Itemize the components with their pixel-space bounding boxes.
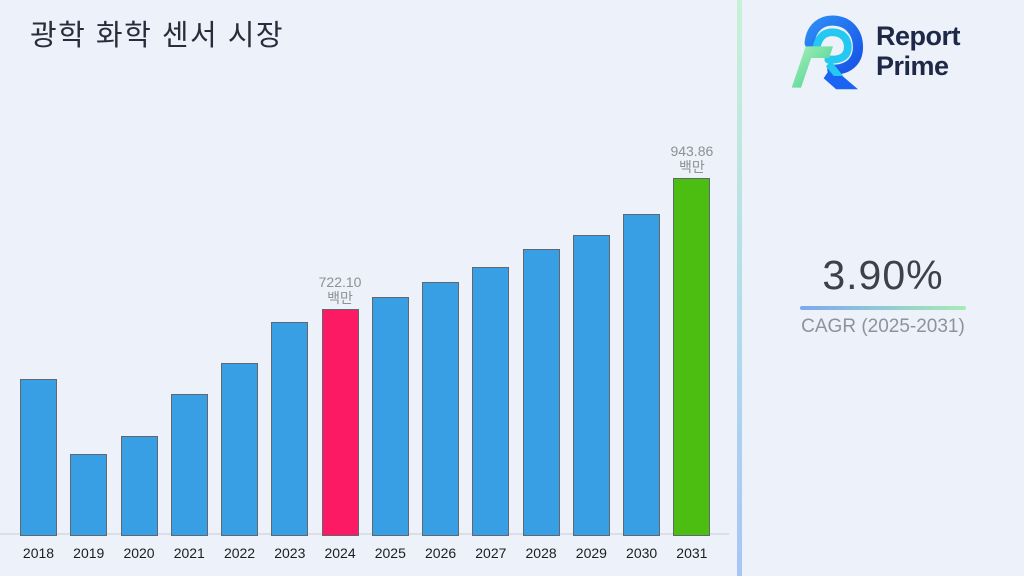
bar-fill-2025 bbox=[371, 297, 409, 536]
bar-fill-2021 bbox=[170, 394, 208, 536]
bar-chart: 2018 2019 2020 2021 2022 2023 2024 722.10 백만 2025… bbox=[0, 143, 729, 561]
bar-2027: 2027 bbox=[472, 267, 510, 561]
bar-value-label-2031: 943.86 백만 bbox=[670, 143, 714, 175]
x-tick-label-2030: 2030 bbox=[626, 545, 658, 561]
bar-fill-2023 bbox=[271, 322, 309, 536]
bar-fill-2018 bbox=[20, 378, 57, 536]
x-tick-label-2031: 2031 bbox=[676, 545, 708, 561]
bar-2025: 2025 bbox=[371, 297, 409, 561]
cagr-label: CAGR (2025-2031) bbox=[801, 316, 965, 337]
bar-2029: 2029 bbox=[572, 235, 610, 561]
report-prime-logo-icon bbox=[791, 15, 864, 90]
x-tick-label-2018: 2018 bbox=[22, 545, 55, 561]
bar-fill-2026 bbox=[422, 281, 460, 536]
bar-2031: 2031 943.86 백만 bbox=[670, 143, 713, 561]
bar-fill-2022 bbox=[221, 362, 259, 536]
bar-2026: 2026 bbox=[422, 281, 460, 561]
x-tick-label-2025: 2025 bbox=[374, 545, 406, 561]
brand-name-line1: Report bbox=[876, 21, 961, 51]
brand-name-line2: Prime bbox=[876, 51, 949, 81]
bar-fill-2031 bbox=[673, 178, 711, 536]
bar-value-label-2024: 722.10 백만 bbox=[318, 274, 362, 306]
bar-fill-2030 bbox=[623, 214, 661, 536]
bar-fill-2024 bbox=[321, 309, 359, 536]
x-tick-label-2022: 2022 bbox=[223, 545, 256, 561]
cagr-block: 3.90% CAGR (2025-2031) bbox=[795, 252, 971, 338]
x-tick-label-2028: 2028 bbox=[525, 545, 557, 561]
bar-2024: 2024 722.10 백만 bbox=[319, 274, 362, 561]
x-tick-label-2029: 2029 bbox=[575, 545, 607, 561]
bar-fill-2019 bbox=[70, 453, 108, 536]
x-tick-label-2019: 2019 bbox=[73, 545, 105, 561]
cagr-underline-accent bbox=[800, 306, 966, 310]
x-tick-label-2026: 2026 bbox=[425, 545, 457, 561]
bar-2023: 2023 bbox=[271, 322, 309, 561]
bar-2021: 2021 bbox=[170, 394, 208, 561]
x-tick-label-2020: 2020 bbox=[123, 545, 155, 561]
x-tick-label-2027: 2027 bbox=[475, 545, 507, 561]
section-divider bbox=[737, 0, 742, 576]
bar-2028: 2028 bbox=[522, 248, 560, 561]
bar-fill-2029 bbox=[572, 235, 610, 536]
bar-2020: 2020 bbox=[120, 436, 158, 561]
bar-fill-2020 bbox=[120, 436, 158, 536]
bar-fill-2027 bbox=[472, 267, 510, 536]
bar-2022: 2022 bbox=[221, 362, 259, 561]
bar-2019: 2019 bbox=[70, 453, 108, 561]
page-title: 광학 화학 센서 시장 bbox=[30, 20, 285, 52]
x-tick-label-2024: 2024 bbox=[324, 545, 356, 561]
brand-name: Report Prime bbox=[876, 21, 961, 81]
bar-2030: 2030 bbox=[623, 214, 661, 561]
bar-fill-2028 bbox=[522, 248, 560, 536]
bar-2018: 2018 bbox=[20, 378, 57, 561]
cagr-value: 3.90% bbox=[822, 252, 944, 298]
x-tick-label-2023: 2023 bbox=[274, 545, 306, 561]
x-axis-line bbox=[0, 533, 729, 535]
brand-logo: Report Prime bbox=[786, 12, 961, 90]
x-tick-label-2021: 2021 bbox=[173, 545, 205, 561]
